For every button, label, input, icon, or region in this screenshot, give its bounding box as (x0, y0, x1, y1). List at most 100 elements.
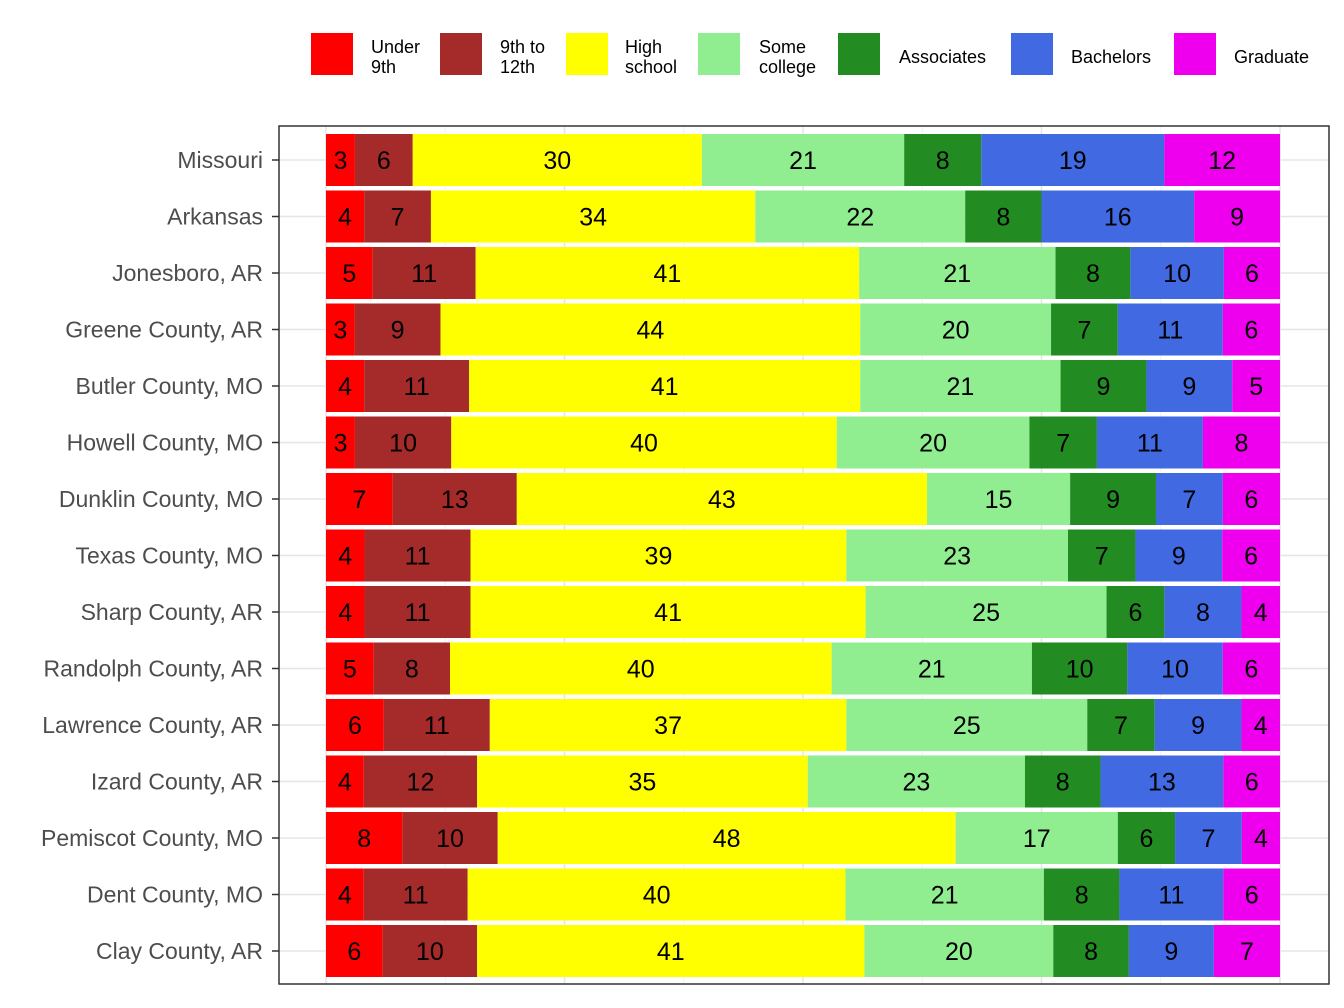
bar-label: 9 (1164, 938, 1178, 966)
bar-label: 3 (333, 317, 347, 345)
bar-label: 15 (985, 486, 1013, 514)
bar-label: 4 (338, 599, 352, 627)
bar-label: 4 (1254, 599, 1268, 627)
bar-clay-county-ar-some-college (864, 925, 1054, 977)
bar-label: 13 (1148, 769, 1176, 797)
bar-dent-county-mo-high-school (467, 868, 846, 921)
bar-jonesboro-ar-associates (1055, 247, 1131, 299)
bar-missouri-graduate (1164, 134, 1280, 186)
bar-randolph-county-ar-bachelors (1127, 642, 1223, 695)
bar-label: 5 (1249, 373, 1263, 401)
legend-swatch-graduate (1174, 33, 1216, 75)
bar-lawrence-county-ar-bachelors (1154, 699, 1242, 751)
bar-texas-county-mo-high-school (470, 529, 847, 582)
bar-dent-county-mo-some-college (845, 868, 1044, 921)
bar-pemiscot-county-mo-associates (1117, 812, 1176, 864)
bar-lawrence-county-ar-some-college (846, 699, 1088, 751)
bar-label: 6 (1129, 599, 1143, 627)
bar-label: 4 (1254, 825, 1268, 853)
bar-label: 6 (347, 938, 361, 966)
bar-greene-county-ar-9th-to-12th (354, 303, 441, 356)
bar-label: 40 (627, 656, 655, 684)
bar-label: 21 (947, 373, 975, 401)
bar-izard-county-ar-some-college (807, 755, 1025, 808)
bar-dent-county-mo-associates (1043, 868, 1120, 921)
bar-label: 8 (357, 825, 371, 853)
bar-clay-county-ar-under-9th (326, 925, 383, 977)
bar-label: 6 (348, 712, 362, 740)
bar-label: 30 (543, 147, 571, 175)
bar-label: 8 (1056, 769, 1070, 797)
bar-lawrence-county-ar-graduate (1241, 699, 1280, 751)
bar-texas-county-mo-some-college (846, 529, 1068, 582)
bar-arkansas-9th-to-12th (364, 190, 431, 243)
bar-label: 9 (391, 317, 405, 345)
bar-label: 3 (334, 147, 348, 175)
bar-label: 40 (630, 430, 658, 458)
bar-label: 8 (405, 656, 419, 684)
y-tick-label: Dunklin County, MO (59, 486, 263, 512)
bar-arkansas-associates (965, 190, 1042, 243)
bar-label: 44 (636, 317, 664, 345)
bar-dunklin-county-mo-bachelors (1155, 473, 1223, 525)
bar-sharp-county-ar-associates (1106, 586, 1165, 638)
bar-clay-county-ar-high-school (477, 925, 865, 977)
bar-label: 9 (1191, 712, 1205, 740)
bar-label: 9 (1106, 486, 1120, 514)
bar-sharp-county-ar-9th-to-12th (364, 586, 471, 638)
bar-texas-county-mo-bachelors (1135, 529, 1223, 582)
bar-label: 11 (411, 260, 437, 288)
bar-label: 8 (996, 204, 1010, 232)
bar-label: 11 (1157, 317, 1183, 345)
bar-label: 8 (1235, 430, 1249, 458)
legend-swatch-bachelors (1011, 33, 1053, 75)
bar-clay-county-ar-associates (1053, 925, 1129, 977)
bar-greene-county-ar-high-school (440, 303, 861, 356)
bar-label: 37 (654, 712, 682, 740)
bar-missouri-bachelors (981, 134, 1165, 186)
bar-texas-county-mo-9th-to-12th (364, 529, 471, 582)
bar-arkansas-bachelors (1041, 190, 1195, 243)
bar-label: 48 (713, 825, 741, 853)
bar-missouri-high-school (412, 134, 702, 186)
bar-label: 21 (918, 656, 946, 684)
bar-dunklin-county-mo-associates (1070, 473, 1156, 525)
bar-label: 12 (407, 769, 435, 797)
bar-label: 40 (643, 882, 671, 910)
bar-label: 25 (972, 599, 1000, 627)
bar-dunklin-county-mo-graduate (1222, 473, 1280, 525)
bar-greene-county-ar-some-college (860, 303, 1052, 356)
bar-label: 10 (416, 938, 444, 966)
y-tick-label: Arkansas (167, 204, 263, 230)
bar-sharp-county-ar-graduate (1241, 586, 1280, 638)
bar-label: 16 (1104, 204, 1132, 232)
bar-label: 7 (1182, 486, 1196, 514)
bar-label: 6 (1244, 543, 1258, 571)
bar-pemiscot-county-mo-some-college (955, 812, 1118, 864)
bar-randolph-county-ar-associates (1031, 642, 1128, 695)
bar-label: 41 (654, 599, 682, 627)
bar-label: 3 (334, 430, 348, 458)
bars (326, 134, 1280, 977)
bar-label: 23 (943, 543, 971, 571)
bar-izard-county-ar-bachelors (1100, 755, 1224, 808)
bar-label: 8 (1086, 260, 1100, 288)
bar-label: 39 (645, 543, 673, 571)
y-tick-label: Dent County, MO (87, 882, 263, 908)
bar-arkansas-high-school (430, 190, 756, 243)
bar-label: 41 (651, 373, 679, 401)
y-tick-label: Howell County, MO (67, 430, 263, 456)
bar-randolph-county-ar-graduate (1222, 642, 1280, 695)
bar-label: 7 (1077, 317, 1091, 345)
y-tick-label: Izard County, AR (91, 769, 263, 795)
bar-missouri-under-9th (326, 134, 355, 186)
bar-texas-county-mo-under-9th (326, 529, 365, 582)
bar-sharp-county-ar-bachelors (1164, 586, 1242, 638)
bar-label: 4 (338, 373, 352, 401)
legend-label-some-college: Some college (759, 37, 816, 77)
bar-label: 20 (919, 430, 947, 458)
bar-pemiscot-county-mo-high-school (497, 812, 956, 864)
legend-swatch-9th-to-12th (440, 33, 482, 75)
bar-clay-county-ar-graduate (1213, 925, 1280, 977)
